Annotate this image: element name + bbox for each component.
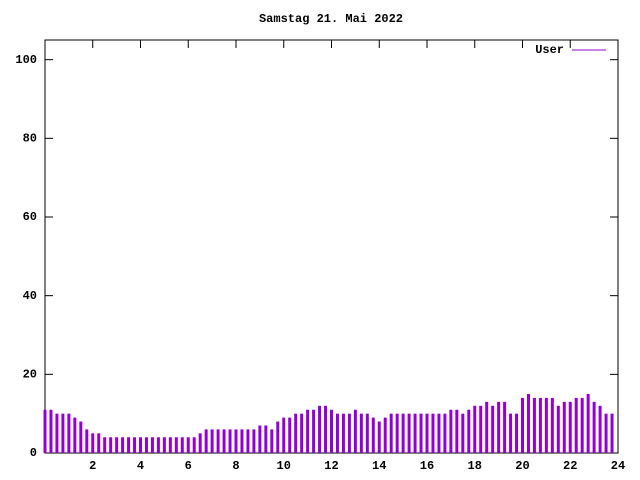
x-tick-label: 8 [232, 459, 239, 473]
chart-title: Samstag 21. Mai 2022 [259, 12, 403, 26]
legend-label: User [535, 43, 564, 57]
x-tick-label: 10 [277, 459, 291, 473]
x-tick-label: 16 [420, 459, 434, 473]
x-tick-label: 22 [563, 459, 577, 473]
x-tick-label: 6 [185, 459, 192, 473]
y-tick-label: 20 [23, 368, 37, 382]
y-tick-label: 80 [23, 132, 37, 146]
x-tick-label: 4 [137, 459, 144, 473]
x-tick-label: 2 [89, 459, 96, 473]
y-tick-label: 60 [23, 210, 37, 224]
y-tick-label: 0 [30, 446, 37, 460]
x-tick-label: 12 [324, 459, 338, 473]
y-tick-label: 100 [15, 53, 37, 67]
x-tick-label: 18 [468, 459, 482, 473]
y-tick-label: 40 [23, 289, 37, 303]
x-tick-label: 24 [611, 459, 625, 473]
x-tick-label: 14 [372, 459, 386, 473]
x-tick-label: 20 [515, 459, 529, 473]
